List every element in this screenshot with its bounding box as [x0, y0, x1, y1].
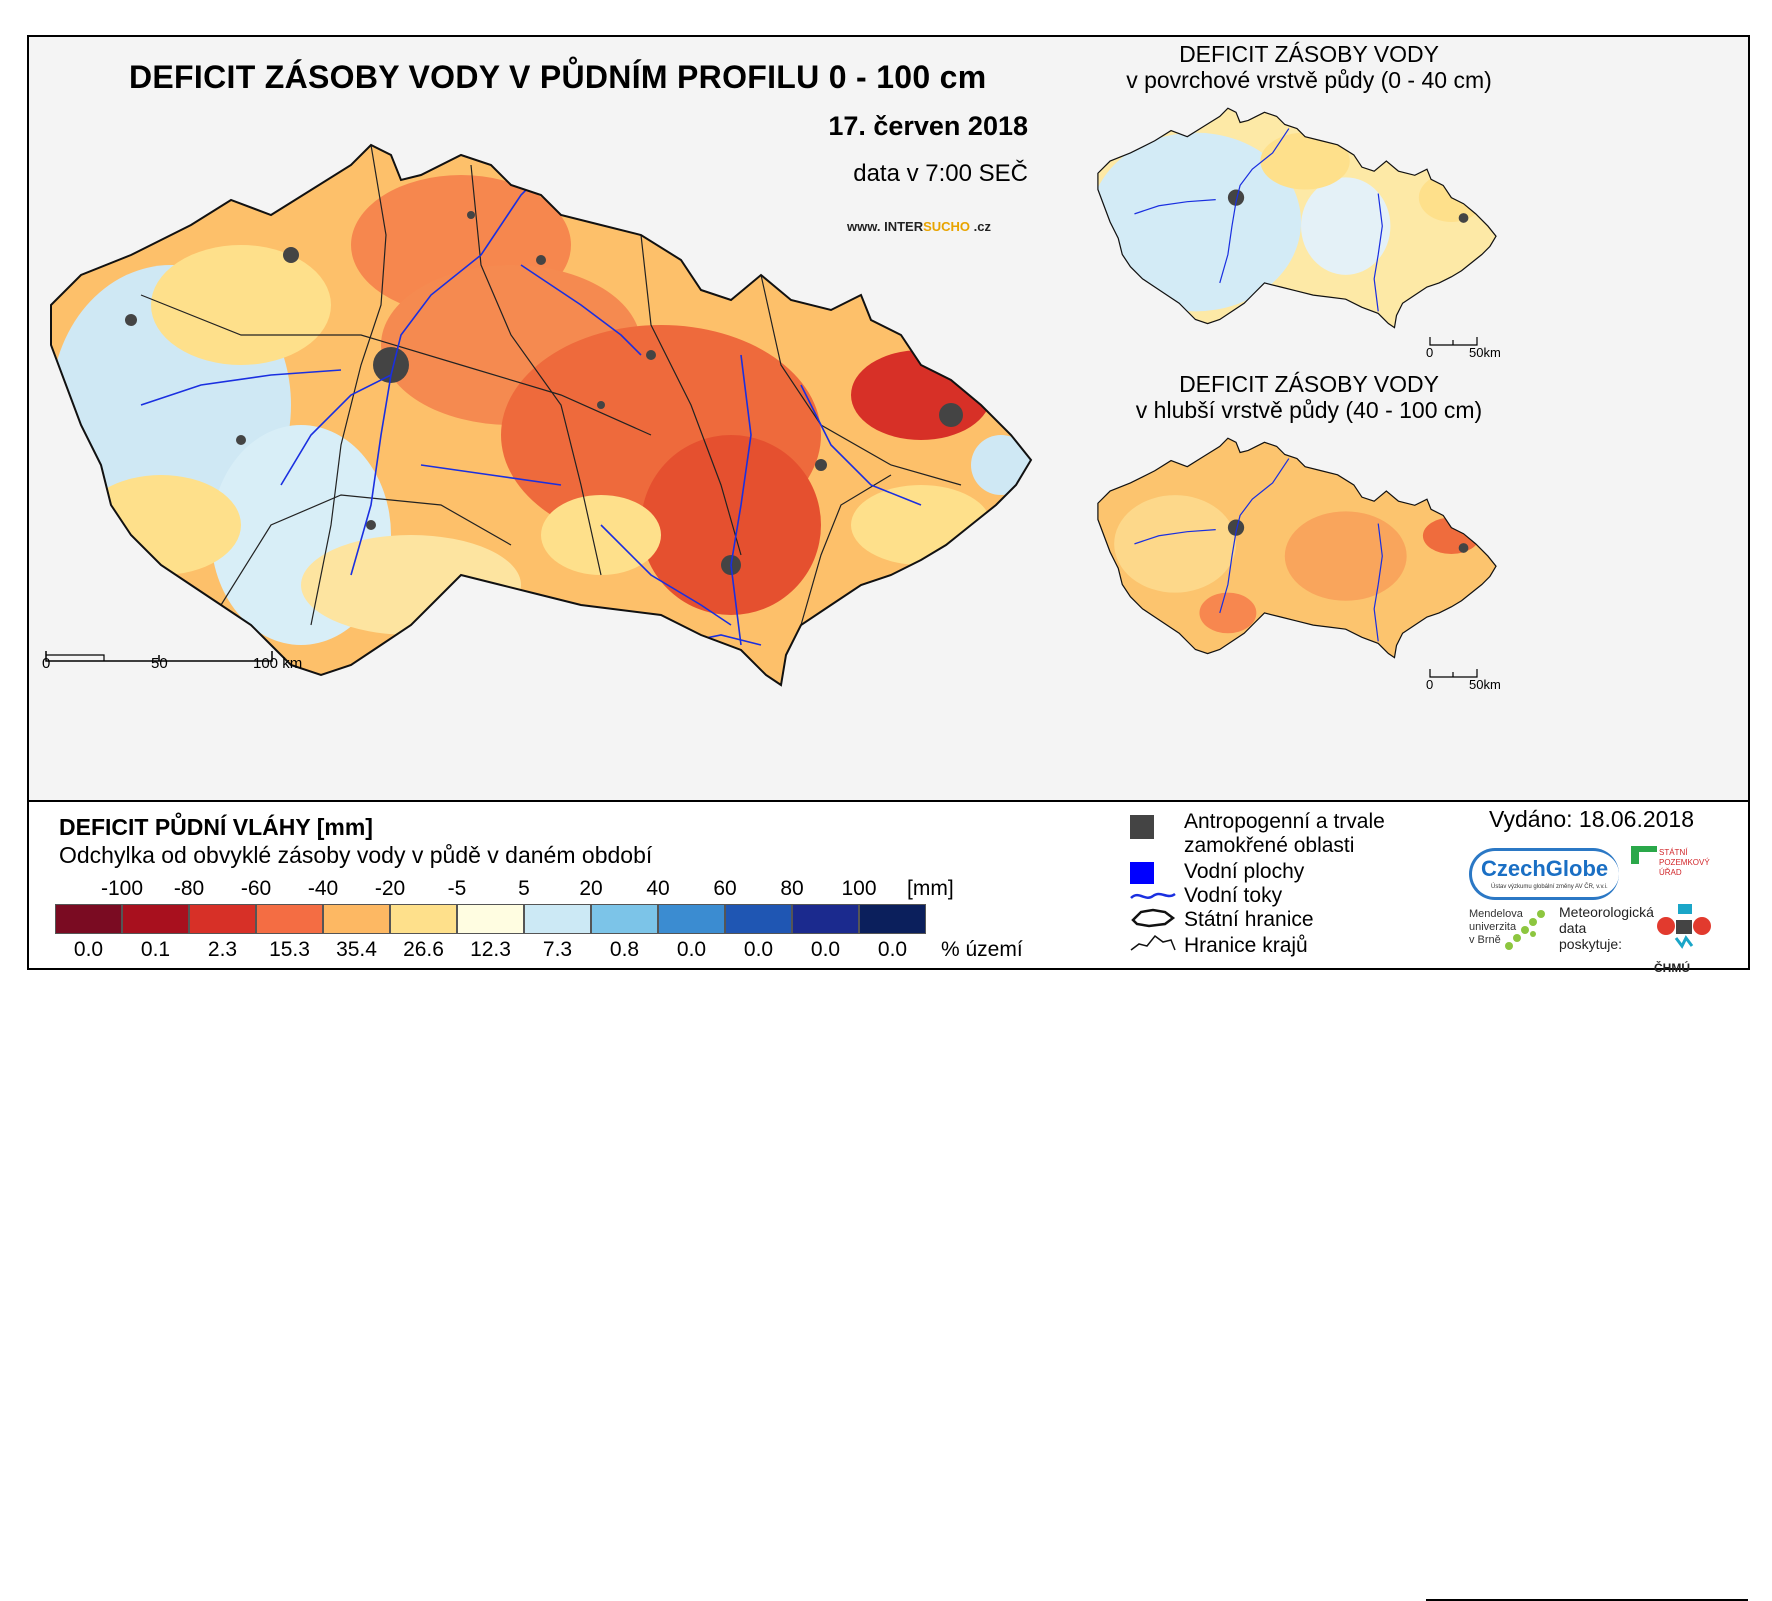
legend-percentage: 0.8: [609, 938, 640, 961]
legend-percentages: 0.0 0.1 2.3 15.3 35.4 26.6 12.3 7.3 0.8 0.0 0.0 0.0…: [55, 938, 926, 964]
anthropogenic-area-label: Antropogenní a trvale zamokřené oblasti: [1184, 810, 1385, 857]
spu-logo-icon[interactable]: [1629, 844, 1659, 866]
main-scale-label-0: 0: [42, 655, 51, 672]
bottom-inset-scale-label-0: 0: [1426, 677, 1434, 692]
main-deficit-map: [50, 144, 1032, 686]
czechglobe-logo-text: CzechGlobe: [1481, 856, 1609, 881]
region-border-label: Hranice krajů: [1184, 934, 1308, 957]
legend-swatch: [55, 904, 122, 934]
top-inset-map: [1097, 107, 1497, 329]
website-link[interactable]: www. INTERSUCHO .cz: [847, 219, 991, 234]
legend-tick: 100: [841, 877, 877, 900]
legend-unit: [mm]: [907, 877, 954, 900]
legend-percentage: 0.1: [140, 938, 171, 961]
legend-swatch: [457, 904, 524, 934]
legend-swatch: [524, 904, 591, 934]
legend-swatch: [390, 904, 457, 934]
region-border-icon: [1130, 934, 1176, 951]
legend-tick: 5: [518, 877, 530, 900]
legend-percentage: 2.3: [207, 938, 238, 961]
state-border-icon: [1131, 908, 1176, 928]
legend-tick: -20: [374, 877, 406, 900]
water-body-icon: [1130, 862, 1154, 884]
data-time: data v 7:00 SEČ: [853, 160, 1028, 187]
legend-tick: -100: [100, 877, 144, 900]
map-date: 17. červen 2018: [828, 111, 1028, 141]
legend-percentage: 26.6: [403, 938, 444, 961]
bottom-inset-scale-bar: [1429, 669, 1478, 678]
legend-percentage: 0.0: [73, 938, 104, 961]
top-inset-title: DEFICIT ZÁSOBY VODY v povrchové vrstvě p…: [1126, 41, 1492, 93]
legend-percentage: 35.4: [336, 938, 377, 961]
czechglobe-logo[interactable]: [1469, 848, 1619, 900]
water-body-label: Vodní plochy: [1184, 860, 1305, 883]
top-inset-scale-label-0: 0: [1426, 345, 1434, 360]
legend-percentage: 0.0: [743, 938, 774, 961]
legend-swatch: [122, 904, 189, 934]
legend-separator: [29, 800, 1748, 802]
top-inset-scale-label-50: 50km: [1469, 345, 1501, 360]
legend-title: DEFICIT PŮDNÍ VLÁHY [mm]: [59, 814, 373, 840]
top-inset-scale-bar: [1429, 337, 1478, 346]
legend-panel: DEFICIT PŮDNÍ VLÁHY [mm] Odchylka od obv…: [29, 802, 1748, 1601]
legend-tick: 60: [713, 877, 737, 900]
spu-logo-text: STÁTNÍ POZEMKOVÝ ÚŘAD: [1659, 848, 1710, 877]
bottom-inset-title: DEFICIT ZÁSOBY VODY v hlubší vrstvě půdy…: [1135, 371, 1483, 423]
logo-panel: CzechGlobe Ústav výzkumu globální změny …: [1429, 838, 1754, 975]
legend-swatch: [591, 904, 658, 934]
legend-tick: -40: [307, 877, 339, 900]
legend-tick: 20: [579, 877, 603, 900]
legend-percentage: 15.3: [269, 938, 310, 961]
legend-color-scale: [55, 904, 926, 934]
legend-subtitle: Odchylka od obvyklé zásoby vody v půdě v…: [59, 842, 653, 868]
map-frame: DEFICIT ZÁSOBY VODY V PŮDNÍM PROFILU 0 -…: [27, 35, 1750, 1601]
legend-tick: -5: [447, 877, 467, 900]
bottom-inset-scale-label-50: 50km: [1469, 677, 1501, 692]
legend-swatch: [792, 904, 859, 934]
mendel-university-logo-icon: [1505, 910, 1545, 950]
legend-percentage: 0.0: [810, 938, 841, 961]
anthropogenic-area-icon: [1130, 815, 1154, 839]
legend-tick: -80: [173, 877, 205, 900]
chmu-logo-icon[interactable]: [1654, 904, 1714, 960]
chmu-logo-text: ČHMÚ: [1654, 961, 1690, 975]
legend-swatch: [658, 904, 725, 934]
main-scale-label-100: 100 km: [253, 655, 303, 672]
legend-percentage: 7.3: [542, 938, 573, 961]
mendel-university-logo-text[interactable]: Mendelova univerzita v Brně: [1469, 908, 1523, 946]
legend-ticks: -100 -80 -60 -40 -20 -5 5 20 40 60 80 10…: [29, 877, 989, 903]
issued-date: Vydáno: 18.06.2018: [1488, 806, 1695, 832]
state-border-label: Státní hranice: [1184, 908, 1314, 931]
legend-swatch: [189, 904, 256, 934]
legend-tick: 80: [780, 877, 804, 900]
legend-swatch: [323, 904, 390, 934]
water-course-icon: [1130, 892, 1176, 899]
legend-percentage: 0.0: [877, 938, 908, 961]
legend-swatch: [725, 904, 792, 934]
meteo-data-label: Meteorologická data poskytuje:: [1559, 904, 1654, 952]
czechglobe-logo-subtext: Ústav výzkumu globální změny AV ČR, v.v.…: [1491, 884, 1608, 890]
main-scale-label-50: 50: [151, 655, 168, 672]
legend-tick: -60: [240, 877, 272, 900]
legend-swatch: [859, 904, 926, 934]
map-title: DEFICIT ZÁSOBY VODY V PŮDNÍM PROFILU 0 -…: [129, 59, 987, 95]
bottom-inset-map: [1097, 437, 1497, 659]
legend-swatch: [256, 904, 323, 934]
legend-percent-label: % území: [941, 938, 1023, 961]
water-course-label: Vodní toky: [1184, 884, 1283, 907]
main-scale-bar: [45, 651, 273, 662]
legend-percentage: 0.0: [676, 938, 707, 961]
legend-percentage: 12.3: [470, 938, 511, 961]
legend-tick: 40: [646, 877, 670, 900]
